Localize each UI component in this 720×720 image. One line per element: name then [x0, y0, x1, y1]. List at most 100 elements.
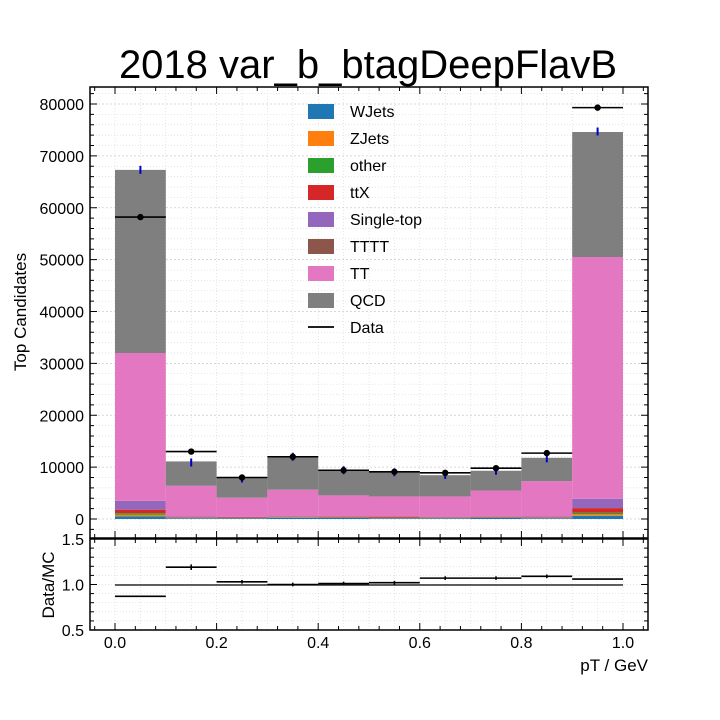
top-panel-frame [89, 86, 649, 539]
x-tick-label: 0.8 [510, 635, 532, 652]
legend-swatch [308, 131, 334, 146]
bar-wjets [318, 517, 369, 519]
bar-wjets [165, 518, 217, 519]
y-tick-label: 0 [75, 512, 84, 529]
bar-single-top [369, 516, 420, 517]
legend-swatch [308, 158, 334, 173]
ratio-points [115, 564, 623, 598]
bar-ttx [216, 517, 268, 518]
bar-ttx [572, 508, 623, 513]
bar-qcd [572, 132, 623, 258]
bar-tt [115, 353, 166, 501]
y-tick-label: 80000 [40, 97, 85, 114]
bar-single-top [115, 500, 166, 510]
bar-zjets [115, 514, 166, 517]
bar-single-top [267, 516, 319, 517]
bar-other [115, 513, 166, 515]
bar-qcd [115, 169, 166, 353]
bar-tt [521, 481, 573, 517]
y-tick-label: 40000 [40, 305, 85, 322]
legend-swatch [308, 212, 334, 227]
legend-swatch [308, 293, 334, 308]
data-point [340, 467, 347, 474]
data-point [543, 449, 550, 457]
data-point [188, 448, 195, 455]
data-point [442, 469, 449, 477]
bar-ttx [419, 517, 471, 518]
bar-single-top [521, 516, 573, 518]
legend-label: ZJets [350, 131, 389, 148]
bar-tt [267, 489, 319, 517]
bar-single-top [216, 516, 268, 518]
bar-wjets [521, 518, 573, 519]
bar-other [572, 512, 623, 515]
x-axis-label: pT / GeV [580, 656, 648, 675]
bar-wjets [572, 515, 623, 519]
data-point [594, 104, 601, 111]
legend-label: TTTT [350, 239, 389, 256]
y-tick-label: 20000 [40, 408, 85, 425]
legend-swatch [308, 239, 334, 254]
bar-tt [165, 485, 217, 517]
legend-label: ttX [350, 185, 370, 202]
bar-tt [470, 490, 522, 517]
ratio-panel-ticks [90, 538, 648, 631]
legend-label: TT [350, 266, 370, 283]
bar-wjets [267, 517, 319, 519]
x-tick-label: 1.0 [612, 635, 634, 652]
y-tick-label: 60000 [40, 201, 85, 218]
y-tick-label: 70000 [40, 149, 85, 166]
x-tick-label: 0.6 [409, 635, 431, 652]
legend-swatch [308, 185, 334, 200]
bar-single-top [318, 516, 369, 517]
ratio-y-axis-label: Data/MC [39, 551, 58, 618]
bar-wjets [470, 517, 522, 519]
legend-label: Data [350, 320, 384, 337]
bar-ttx [521, 517, 573, 518]
bar-ttx [115, 509, 166, 514]
ratio-y-tick-label: 0.5 [62, 623, 84, 640]
bar-tt [369, 496, 420, 517]
bar-tt [216, 497, 268, 517]
data-point [137, 213, 144, 221]
bar-wjets [369, 518, 420, 519]
legend-swatch [308, 266, 334, 281]
y-tick-label: 30000 [40, 356, 85, 373]
legend-label: QCD [350, 293, 386, 310]
bar-single-top [165, 516, 217, 518]
data-points [115, 104, 623, 481]
legend-label: Single-top [350, 212, 422, 229]
y-tick-label: 50000 [40, 253, 85, 270]
bar-wjets [419, 518, 471, 519]
bar-wjets [115, 516, 166, 519]
bar-tt [419, 496, 471, 517]
y-tick-label: 10000 [40, 460, 85, 477]
bar-single-top [470, 516, 522, 517]
ratio-y-tick-label: 1.0 [62, 578, 84, 595]
data-point [391, 468, 398, 475]
data-point [238, 474, 246, 481]
bar-zjets [572, 514, 623, 516]
bar-qcd [470, 470, 522, 491]
bar-ttx [369, 516, 420, 518]
bar-ttx [267, 516, 319, 518]
bar-tt [572, 257, 623, 499]
data-point [492, 464, 500, 472]
legend: WJetsZJetsotherttXSingle-topTTTTTTQCDDat… [308, 104, 422, 337]
top-panel-ticks [90, 87, 648, 538]
chart-title: 2018 var_b_btagDeepFlavB [119, 43, 617, 87]
bar-ttx [470, 516, 522, 518]
bar-single-top [572, 498, 623, 509]
x-tick-label: 0.4 [307, 635, 329, 652]
x-tick-label: 0.2 [205, 635, 227, 652]
bar-qcd [521, 457, 573, 482]
x-tick-labels: 0.0 0.2 0.4 0.6 0.8 1.0 [104, 635, 634, 652]
top-y-tick-labels: 0 10000 20000 30000 40000 50000 60000 70000 8000… [40, 97, 85, 529]
ratio-y-tick-label: 1.5 [62, 532, 84, 549]
bar-ttx [165, 517, 217, 518]
legend-label: other [350, 158, 387, 175]
top-y-axis-label: Top Candidates [11, 253, 30, 371]
bar-qcd [267, 456, 319, 490]
data-point [289, 453, 296, 460]
